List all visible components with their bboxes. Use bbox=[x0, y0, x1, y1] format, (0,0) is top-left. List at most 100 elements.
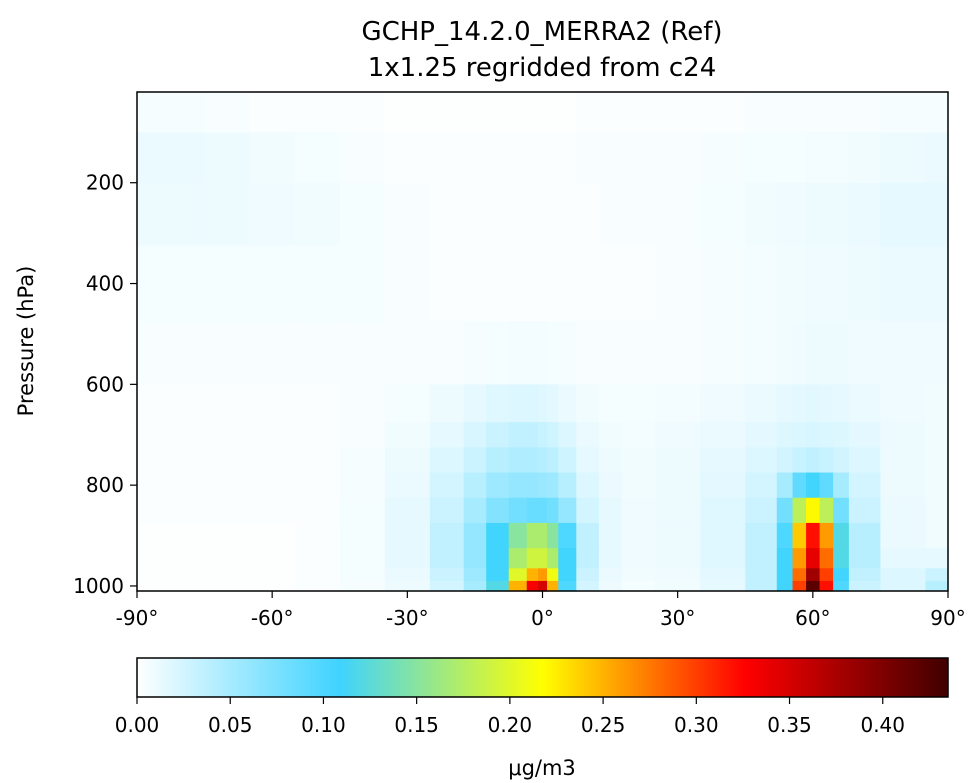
heatmap-cell bbox=[745, 497, 778, 524]
heatmap-cell bbox=[547, 132, 559, 184]
heatmap-cell bbox=[508, 497, 528, 524]
heatmap-cell bbox=[925, 321, 949, 385]
heatmap-cell bbox=[526, 580, 539, 592]
heatmap-cell bbox=[745, 182, 778, 247]
heatmap-cell bbox=[429, 422, 465, 448]
heatmap-cell bbox=[776, 245, 794, 322]
heatmap-cell bbox=[537, 182, 548, 247]
heatmap-cell bbox=[792, 472, 807, 499]
heatmap-cell bbox=[537, 422, 548, 448]
heatmap-cell bbox=[486, 384, 510, 423]
heatmap-cell bbox=[700, 182, 746, 247]
heatmap-cell bbox=[833, 132, 850, 184]
heatmap-cell bbox=[294, 245, 341, 322]
heatmap-cell bbox=[745, 422, 778, 448]
heatmap-cell bbox=[792, 580, 807, 592]
heatmap-cell bbox=[848, 92, 882, 133]
heatmap-cell bbox=[621, 321, 656, 385]
heatmap-cell bbox=[463, 522, 487, 549]
heatmap-cell bbox=[576, 132, 600, 184]
heatmap-cell bbox=[429, 92, 465, 133]
heatmap-cell bbox=[339, 384, 386, 423]
heatmap-cell bbox=[508, 522, 528, 549]
heatmap-cell bbox=[547, 245, 559, 322]
heatmap-cell bbox=[249, 472, 296, 499]
heatmap-cell bbox=[700, 522, 746, 549]
heatmap-cell bbox=[819, 321, 834, 385]
heatmap-cell bbox=[598, 548, 622, 569]
heatmap-cell bbox=[159, 384, 206, 423]
y-tick-label: 400 bbox=[86, 272, 124, 296]
heatmap-cell bbox=[598, 132, 622, 184]
heatmap-cell bbox=[204, 568, 251, 582]
heatmap-cell bbox=[819, 92, 834, 133]
colorbar-tick-label: 0.35 bbox=[767, 713, 812, 737]
heatmap-cell bbox=[819, 472, 834, 499]
heatmap-cell bbox=[486, 472, 510, 499]
heatmap-cell bbox=[463, 92, 487, 133]
heatmap-cell bbox=[486, 132, 510, 184]
heatmap-cell bbox=[547, 321, 559, 385]
heatmap-cell bbox=[655, 472, 701, 499]
heatmap-cell bbox=[294, 384, 341, 423]
heatmap-cell bbox=[880, 522, 927, 549]
heatmap-cell bbox=[547, 522, 559, 549]
heatmap-cell bbox=[429, 132, 465, 184]
heatmap-cell bbox=[776, 182, 794, 247]
heatmap-cell bbox=[137, 245, 161, 322]
heatmap-cell bbox=[745, 447, 778, 474]
heatmap-cell bbox=[880, 580, 927, 592]
chart-subtitle: 1x1.25 regridded from c24 bbox=[368, 53, 717, 83]
heatmap-cell bbox=[745, 92, 778, 133]
heatmap-cell bbox=[700, 245, 746, 322]
colorbar-tick-label: 0.15 bbox=[394, 713, 439, 737]
heatmap-cell bbox=[339, 447, 386, 474]
heatmap-cell bbox=[776, 384, 794, 423]
heatmap-cell bbox=[558, 321, 577, 385]
heatmap-cell bbox=[463, 132, 487, 184]
heatmap-cell bbox=[576, 447, 600, 474]
heatmap-cell bbox=[806, 568, 821, 582]
heatmap-cell bbox=[204, 132, 251, 184]
colorbar-tick-label: 0.05 bbox=[208, 713, 253, 737]
heatmap-cell bbox=[159, 182, 206, 247]
heatmap-cell bbox=[508, 132, 528, 184]
heatmap-cell bbox=[294, 522, 341, 549]
heatmap-cell bbox=[833, 92, 850, 133]
heatmap-cell bbox=[486, 447, 510, 474]
heatmap-cell bbox=[880, 182, 927, 247]
heatmap-cell bbox=[137, 568, 161, 582]
heatmap-cell bbox=[655, 321, 701, 385]
heatmap-cell bbox=[339, 580, 386, 592]
heatmap-cell bbox=[598, 422, 622, 448]
heatmap-cell bbox=[833, 245, 850, 322]
heatmap-cell bbox=[792, 132, 807, 184]
heatmap-cell bbox=[463, 182, 487, 247]
heatmap-cell bbox=[880, 497, 927, 524]
heatmap-cell bbox=[159, 568, 206, 582]
heatmap-cell bbox=[655, 447, 701, 474]
heatmap-cell bbox=[848, 422, 882, 448]
heatmap-cell bbox=[576, 568, 600, 582]
heatmap-cell bbox=[429, 522, 465, 549]
heatmap-cell bbox=[655, 548, 701, 569]
heatmap-cell bbox=[384, 580, 431, 592]
heatmap-cell bbox=[576, 472, 600, 499]
heatmap-cell bbox=[848, 132, 882, 184]
heatmap-cell bbox=[745, 522, 778, 549]
heatmap-cell bbox=[833, 422, 850, 448]
heatmap-cell bbox=[486, 497, 510, 524]
heatmap-cell bbox=[792, 245, 807, 322]
heatmap-cell bbox=[700, 384, 746, 423]
heatmap-cell bbox=[294, 92, 341, 133]
heatmap-cell bbox=[806, 384, 821, 423]
heatmap-cell bbox=[537, 548, 548, 569]
heatmap-cell bbox=[384, 384, 431, 423]
heatmap-cell bbox=[508, 568, 528, 582]
heatmap-cell bbox=[819, 580, 834, 592]
heatmap-cell bbox=[429, 568, 465, 582]
heatmap-cell bbox=[880, 132, 927, 184]
heatmap-cell bbox=[249, 132, 296, 184]
heatmap-cell bbox=[508, 245, 528, 322]
heatmap-cell bbox=[547, 92, 559, 133]
